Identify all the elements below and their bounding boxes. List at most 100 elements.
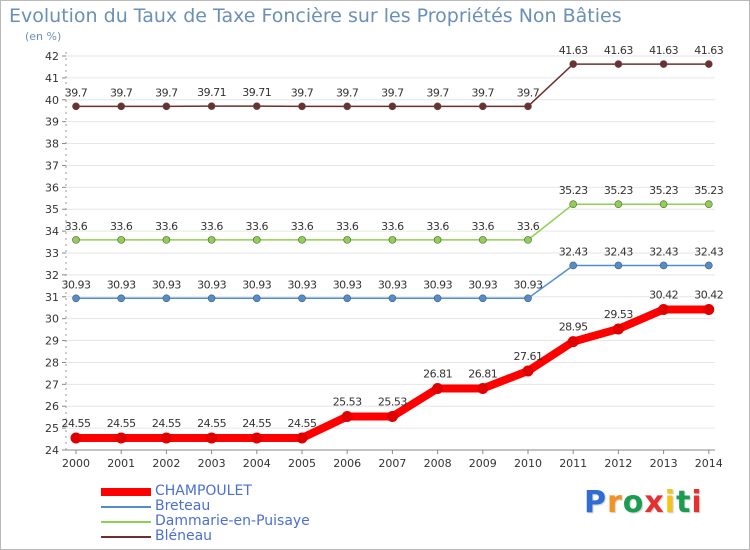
- point-dammarie-2012: [614, 200, 623, 208]
- data-label-breteau-2014: 32.43: [694, 245, 723, 258]
- point-champoulet-2006: [341, 411, 353, 423]
- y-tick-label-29: 29: [45, 335, 59, 348]
- point-breteau-2007: [388, 294, 397, 303]
- data-label-bleneau-2006: 39.7: [336, 86, 359, 99]
- chart-title: Evolution du Taux de Taxe Foncière sur l…: [9, 5, 622, 27]
- legend-label-bleneau: Bléneau: [155, 528, 213, 544]
- point-dammarie-2006: [343, 236, 352, 244]
- data-label-bleneau-2001: 39.7: [110, 86, 133, 99]
- data-label-breteau-2006: 30.93: [333, 278, 362, 291]
- x-axis: 2000 2001 2002 2003 2004 2005 2006 2007 2008 2009…: [62, 449, 723, 470]
- data-label-champoulet-2013: 30.42: [649, 288, 678, 301]
- y-tick-label-38: 38: [45, 138, 59, 151]
- legend-label-breteau: Breteau: [155, 498, 211, 514]
- point-dammarie-2010: [524, 236, 532, 244]
- data-label-dammarie-2014: 35.23: [694, 184, 723, 197]
- point-bleneau-2003: [207, 102, 216, 110]
- data-label-breteau-2005: 30.93: [288, 278, 317, 291]
- data-label-dammarie-2006: 33.6: [336, 220, 359, 233]
- point-champoulet-2002: [160, 432, 172, 444]
- x-tick-label-2009: 2009: [469, 457, 497, 470]
- data-label-champoulet-2005: 24.55: [288, 417, 317, 430]
- point-breteau-2003: [207, 294, 216, 303]
- legend-label-champoulet: CHAMPOULET: [155, 483, 252, 499]
- point-breteau-2014: [704, 261, 713, 270]
- data-label-bleneau-2014: 41.63: [694, 44, 723, 57]
- data-label-bleneau-2004: 39.71: [242, 86, 271, 99]
- point-dammarie-2003: [207, 236, 216, 244]
- point-champoulet-2007: [386, 411, 398, 423]
- point-dammarie-2001: [117, 236, 125, 244]
- data-label-breteau-2009: 30.93: [468, 278, 497, 291]
- point-dammarie-2007: [388, 236, 397, 244]
- y-tick-label-34: 34: [45, 225, 59, 238]
- point-breteau-2004: [253, 294, 261, 303]
- y-tick-label-24: 24: [45, 444, 59, 457]
- point-bleneau-2004: [253, 102, 261, 110]
- data-label-champoulet-2002: 24.55: [152, 417, 181, 430]
- logo-letter: x: [644, 485, 665, 520]
- data-label-breteau-2013: 32.43: [649, 245, 678, 258]
- point-champoulet-2013: [658, 303, 670, 315]
- data-label-bleneau-2003: 39.71: [197, 86, 226, 99]
- data-label-breteau-2004: 30.93: [242, 278, 271, 291]
- series-breteau: 30.93 30.93 30.93 30.93 30.93 30.93 30.93 30.93…: [62, 245, 724, 303]
- point-champoulet-2003: [206, 432, 218, 444]
- point-champoulet-2012: [612, 323, 624, 335]
- point-dammarie-2005: [298, 236, 306, 244]
- x-tick-label-2006: 2006: [333, 457, 361, 470]
- legend-swatch-bleneau: [101, 536, 151, 538]
- legend-label-dammarie: Dammarie-en-Puisaye: [155, 513, 310, 529]
- series-group: 39.7 39.7 39.7 39.71 39.71 39.7 39.7 39.7 39.7 39…: [62, 44, 724, 444]
- point-bleneau-2013: [659, 60, 668, 68]
- point-bleneau-2010: [524, 102, 532, 111]
- point-breteau-2001: [117, 294, 125, 303]
- legend-swatch-breteau: [101, 506, 151, 508]
- point-bleneau-2002: [162, 102, 171, 111]
- data-label-breteau-2002: 30.93: [152, 278, 181, 291]
- data-label-breteau-2008: 30.93: [423, 278, 452, 291]
- point-champoulet-2014: [703, 303, 715, 315]
- point-champoulet-2000: [70, 432, 82, 444]
- data-label-bleneau-2010: 39.7: [517, 86, 540, 99]
- data-label-champoulet-2003: 24.55: [197, 417, 226, 430]
- x-tick-label-2008: 2008: [424, 457, 452, 470]
- y-tick-label-40: 40: [45, 94, 59, 107]
- x-tick-label-2013: 2013: [650, 457, 678, 470]
- point-champoulet-2011: [567, 336, 579, 348]
- x-tick-label-2011: 2011: [559, 457, 587, 470]
- data-label-dammarie-2012: 35.23: [604, 184, 633, 197]
- point-breteau-2010: [524, 294, 532, 303]
- point-champoulet-2005: [296, 432, 308, 444]
- x-tick-label-2005: 2005: [288, 457, 316, 470]
- series-dammarie: 33.6 33.6 33.6 33.6 33.6 33.6 33.6 33.6 33.6 33.6…: [65, 184, 724, 244]
- point-bleneau-2006: [343, 102, 352, 111]
- data-label-bleneau-2007: 39.7: [381, 86, 404, 99]
- data-label-bleneau-2011: 41.63: [559, 44, 588, 57]
- data-label-dammarie-2004: 33.6: [246, 220, 269, 233]
- data-label-dammarie-2008: 33.6: [426, 220, 449, 233]
- y-axis: 24 25 26 27 28 29 30 31 32 33 34 35 36 37 38 39 40 41 42: [45, 50, 67, 457]
- data-label-champoulet-2010: 27.61: [514, 350, 543, 363]
- data-label-dammarie-2010: 33.6: [517, 220, 540, 233]
- y-tick-label-41: 41: [45, 72, 59, 85]
- point-champoulet-2004: [251, 432, 263, 444]
- point-bleneau-2001: [117, 102, 125, 111]
- x-tick-label-2004: 2004: [243, 457, 271, 470]
- x-tick-label-2010: 2010: [514, 457, 542, 470]
- proxiti-logo: Proxiti: [584, 485, 703, 520]
- point-bleneau-2014: [704, 60, 713, 68]
- y-tick-label-33: 33: [45, 247, 59, 260]
- y-tick-label-42: 42: [45, 50, 59, 63]
- unit-label: (en %): [25, 30, 62, 43]
- data-label-champoulet-2009: 26.81: [468, 367, 497, 380]
- data-label-dammarie-2011: 35.23: [559, 184, 588, 197]
- point-dammarie-2011: [569, 200, 578, 208]
- data-label-bleneau-2012: 41.63: [604, 44, 633, 57]
- point-dammarie-2004: [253, 236, 261, 244]
- data-label-champoulet-2011: 28.95: [559, 321, 588, 334]
- y-tick-label-32: 32: [45, 269, 59, 282]
- data-label-dammarie-2002: 33.6: [155, 220, 178, 233]
- x-tick-label-2001: 2001: [107, 457, 135, 470]
- point-dammarie-2013: [659, 200, 668, 208]
